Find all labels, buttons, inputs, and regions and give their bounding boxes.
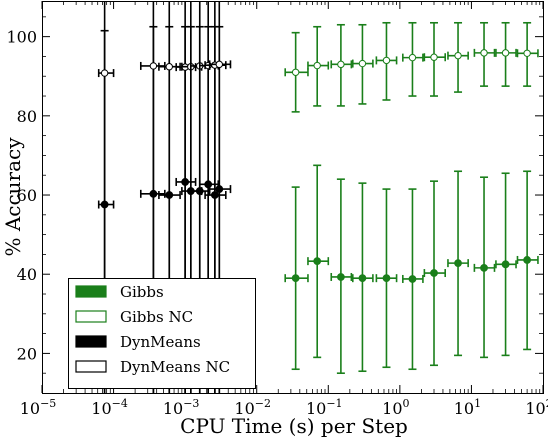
x-tick-label: 100 bbox=[382, 397, 409, 418]
data-point bbox=[336, 273, 345, 281]
data-point bbox=[523, 49, 531, 57]
data-point bbox=[337, 60, 345, 69]
axis-ticks: 10−5 10−4 10−3 10−2 10−1 100 101 102 20 40 60 80 100 bbox=[6, 1, 548, 418]
series-1 bbox=[284, 21, 539, 113]
data-point bbox=[480, 263, 488, 272]
data-point bbox=[215, 60, 223, 69]
data-point bbox=[291, 68, 300, 76]
series-0 bbox=[284, 164, 539, 375]
legend-label: DynMeans NC bbox=[120, 358, 230, 376]
data-point bbox=[382, 274, 391, 283]
y-tick-label: 60 bbox=[17, 186, 37, 205]
legend-swatch bbox=[75, 310, 107, 323]
data-point bbox=[523, 256, 532, 264]
y-tick-label: 20 bbox=[17, 344, 37, 363]
x-tick-label: 10−5 bbox=[20, 397, 57, 418]
x-tick-label: 10−3 bbox=[163, 397, 200, 418]
y-axis-title: % Accuracy bbox=[1, 137, 25, 257]
legend-label: Gibbs bbox=[120, 283, 164, 301]
x-tick-label: 101 bbox=[454, 397, 481, 418]
data-point bbox=[408, 275, 417, 283]
data-point bbox=[480, 49, 488, 57]
data-point bbox=[165, 63, 173, 71]
data-point bbox=[454, 259, 462, 268]
x-tick-label: 10−1 bbox=[306, 397, 343, 418]
legend-label: DynMeans bbox=[120, 333, 201, 351]
data-point bbox=[100, 69, 109, 77]
data-point bbox=[454, 51, 462, 60]
data-point bbox=[313, 61, 321, 70]
data-point bbox=[358, 274, 367, 283]
data-point bbox=[358, 59, 367, 68]
legend-label: Gibbs NC bbox=[120, 308, 193, 326]
legend-swatch bbox=[75, 360, 107, 373]
data-point bbox=[501, 260, 510, 269]
x-tick-label: 10−2 bbox=[234, 397, 271, 418]
data-point bbox=[291, 274, 300, 283]
legend-swatch bbox=[75, 335, 107, 348]
y-tick-label: 100 bbox=[6, 28, 37, 47]
y-tick-label: 80 bbox=[17, 107, 37, 126]
legend-swatch bbox=[75, 285, 107, 298]
y-tick-label: 40 bbox=[17, 265, 37, 284]
data-point bbox=[149, 62, 158, 70]
data-point bbox=[382, 56, 391, 65]
x-tick-label: 102 bbox=[525, 397, 548, 418]
x-tick-label: 10−4 bbox=[91, 397, 128, 418]
x-axis-title: CPU Time (s) per Step bbox=[180, 414, 408, 438]
data-point bbox=[501, 49, 510, 57]
legend: Gibbs Gibbs NC DynMeans DynMeans NC bbox=[68, 278, 256, 389]
data-point bbox=[430, 53, 438, 61]
data-point bbox=[408, 53, 417, 62]
plot-frame bbox=[42, 1, 544, 394]
data-point bbox=[313, 257, 322, 266]
data-point bbox=[430, 269, 438, 277]
